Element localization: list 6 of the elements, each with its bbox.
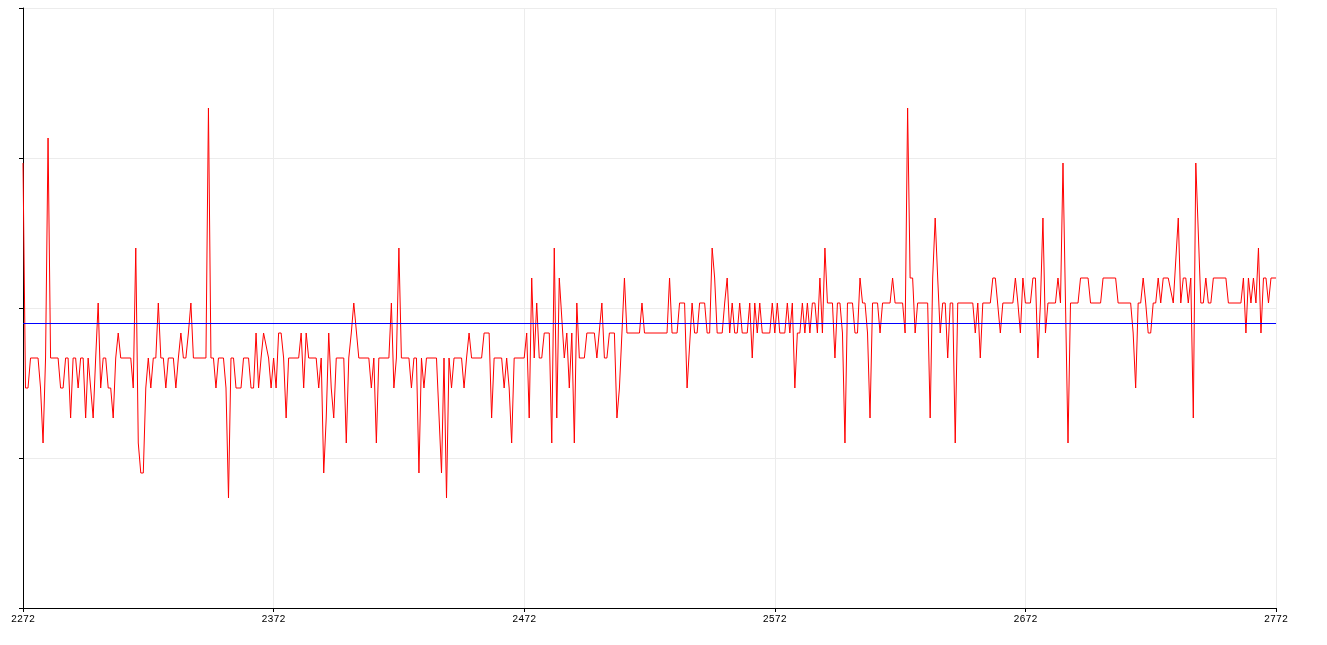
x-tick-label: 2572 <box>762 613 787 625</box>
x-tick-label: 2272 <box>10 613 36 625</box>
x-tick-label: 2372 <box>261 613 286 625</box>
x-tick-label: 2472 <box>512 613 537 625</box>
x-tick-label: 2672 <box>1013 613 1038 625</box>
x-tick-label: 2772 <box>1263 613 1289 625</box>
